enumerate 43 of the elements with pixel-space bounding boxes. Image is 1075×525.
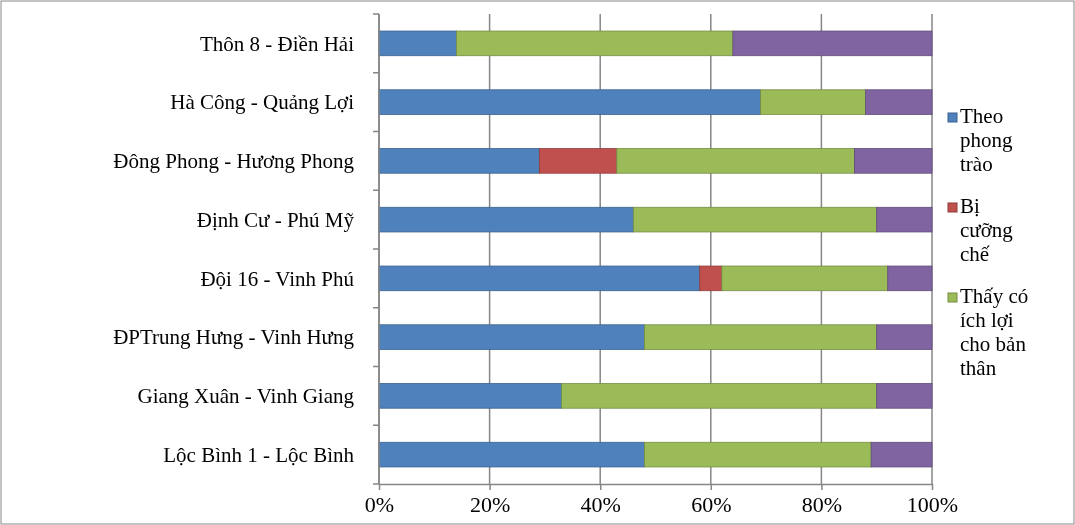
bar	[632, 206, 878, 233]
x-tick-label: 60%	[691, 491, 732, 517]
bar	[561, 383, 878, 409]
bar	[378, 30, 457, 57]
bar	[876, 383, 933, 409]
bar	[378, 148, 540, 174]
bar	[456, 30, 734, 57]
bar	[644, 441, 872, 468]
bar	[378, 265, 701, 292]
y-tick-label: Định Cư - Phú Mỹ	[196, 207, 355, 232]
y-tick-label: Thôn 8 - Điền Hải	[200, 31, 355, 56]
bar	[378, 89, 761, 115]
y-tick-label: Đông Phong - Hương Phong	[113, 149, 355, 174]
bar	[876, 206, 933, 233]
bar	[378, 206, 634, 233]
legend-label: Thấy có ích lợi cho bản thân	[960, 284, 1029, 380]
bar	[616, 148, 855, 174]
legend-label: Theo phong trào	[960, 104, 1013, 176]
x-tick-label: 100%	[906, 491, 959, 517]
x-tick-label: 0%	[364, 491, 395, 517]
y-tick-label: ĐPTrung Hưng - Vinh Hưng	[113, 325, 355, 350]
x-tick-label: 20%	[469, 491, 511, 517]
y-tick-label: Đội 16 - Vinh Phú	[200, 266, 355, 291]
bar	[876, 324, 933, 350]
y-tick-label: Lộc Bình 1 - Lộc Bình	[163, 442, 355, 467]
bar	[378, 324, 645, 350]
y-tick-label: Hà Công - Quảng Lợi	[170, 90, 355, 115]
bar	[378, 383, 562, 409]
bar	[732, 30, 933, 57]
bar	[644, 324, 878, 350]
bar	[378, 441, 645, 468]
bar	[721, 265, 889, 292]
x-tick-label: 80%	[801, 491, 843, 517]
x-tick-label: 40%	[580, 491, 621, 517]
bar	[854, 148, 933, 174]
bar	[760, 89, 867, 115]
bar	[870, 441, 933, 468]
legend-label: Bị cưỡng chế	[960, 194, 1014, 266]
bar	[538, 148, 618, 174]
bar	[865, 89, 933, 115]
bar	[699, 265, 723, 292]
bar	[887, 265, 933, 292]
y-tick-label: Giang Xuân - Vinh Giang	[137, 384, 355, 409]
